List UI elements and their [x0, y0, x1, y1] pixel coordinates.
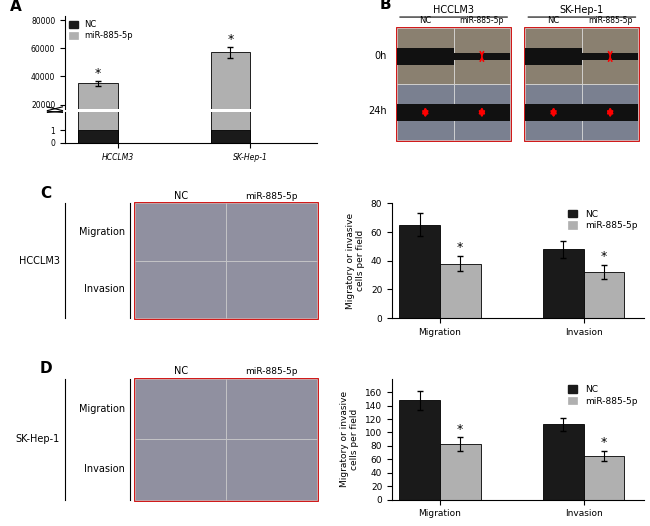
Bar	[78, 84, 118, 133]
Text: Migration: Migration	[79, 227, 125, 237]
Text: NC: NC	[174, 366, 188, 376]
Text: D: D	[40, 361, 53, 376]
Bar	[226, 261, 317, 318]
Text: *: *	[95, 67, 101, 80]
Text: NC: NC	[547, 16, 560, 25]
Bar	[582, 28, 638, 84]
Bar	[211, 130, 250, 143]
Y-axis label: Migratory or invasive
cells per field: Migratory or invasive cells per field	[340, 391, 359, 487]
Text: 24h: 24h	[369, 106, 387, 116]
Bar	[397, 28, 510, 140]
Text: *: *	[227, 33, 233, 46]
Text: Invasion: Invasion	[84, 464, 125, 474]
Bar	[226, 379, 317, 439]
Text: HCCLM3: HCCLM3	[19, 256, 60, 266]
Text: SK-Hep-1: SK-Hep-1	[560, 5, 604, 15]
Bar	[440, 444, 480, 500]
Text: *: *	[457, 241, 463, 254]
Bar	[454, 28, 510, 84]
Bar	[582, 84, 638, 140]
Text: *: *	[601, 250, 607, 263]
Bar	[226, 439, 317, 500]
Bar	[397, 28, 454, 84]
Bar	[397, 84, 454, 140]
Text: miR-885-5p: miR-885-5p	[588, 16, 632, 25]
Bar	[584, 272, 625, 318]
Bar	[397, 48, 454, 65]
Text: C: C	[40, 186, 51, 200]
Text: NC: NC	[174, 191, 188, 201]
Bar	[584, 456, 625, 500]
Text: B: B	[380, 0, 391, 13]
Y-axis label: Migratory or invasive
cells per field: Migratory or invasive cells per field	[346, 213, 365, 309]
Bar	[543, 424, 584, 500]
Text: *: *	[601, 436, 607, 449]
Bar	[135, 439, 226, 500]
Text: A: A	[10, 0, 21, 14]
Bar	[399, 225, 440, 318]
Text: 0h: 0h	[374, 52, 387, 62]
Bar	[78, 130, 118, 143]
Text: Invasion: Invasion	[84, 285, 125, 295]
Bar	[525, 28, 582, 84]
Bar	[454, 84, 510, 140]
Bar	[211, 53, 250, 133]
Bar	[135, 379, 226, 439]
Bar	[525, 28, 638, 140]
Text: SK-Hep-1: SK-Hep-1	[16, 434, 60, 444]
Bar	[397, 104, 454, 120]
Bar	[454, 104, 510, 120]
Bar	[543, 249, 584, 318]
Legend: NC, miR-885-5p: NC, miR-885-5p	[567, 208, 639, 232]
Bar	[582, 104, 638, 120]
Text: NC: NC	[419, 16, 432, 25]
Text: miR-885-5p: miR-885-5p	[245, 192, 298, 201]
Bar	[454, 53, 510, 60]
Bar	[226, 204, 317, 261]
Bar	[525, 48, 582, 65]
Bar	[525, 84, 582, 140]
Bar	[135, 204, 226, 261]
Bar	[525, 104, 582, 120]
Bar	[582, 53, 638, 60]
Bar	[211, 0, 250, 143]
Legend: NC, miR-885-5p: NC, miR-885-5p	[567, 383, 639, 408]
Text: *: *	[457, 423, 463, 436]
Legend: NC, miR-885-5p: NC, miR-885-5p	[69, 20, 133, 41]
Bar	[440, 264, 480, 318]
Text: miR-885-5p: miR-885-5p	[245, 367, 298, 376]
Text: HCCLM3: HCCLM3	[433, 5, 474, 15]
Bar	[78, 0, 118, 143]
Bar	[135, 204, 317, 318]
Bar	[135, 261, 226, 318]
Text: Migration: Migration	[79, 404, 125, 414]
Bar	[399, 400, 440, 500]
Bar	[135, 379, 317, 500]
Text: miR-885-5p: miR-885-5p	[460, 16, 504, 25]
